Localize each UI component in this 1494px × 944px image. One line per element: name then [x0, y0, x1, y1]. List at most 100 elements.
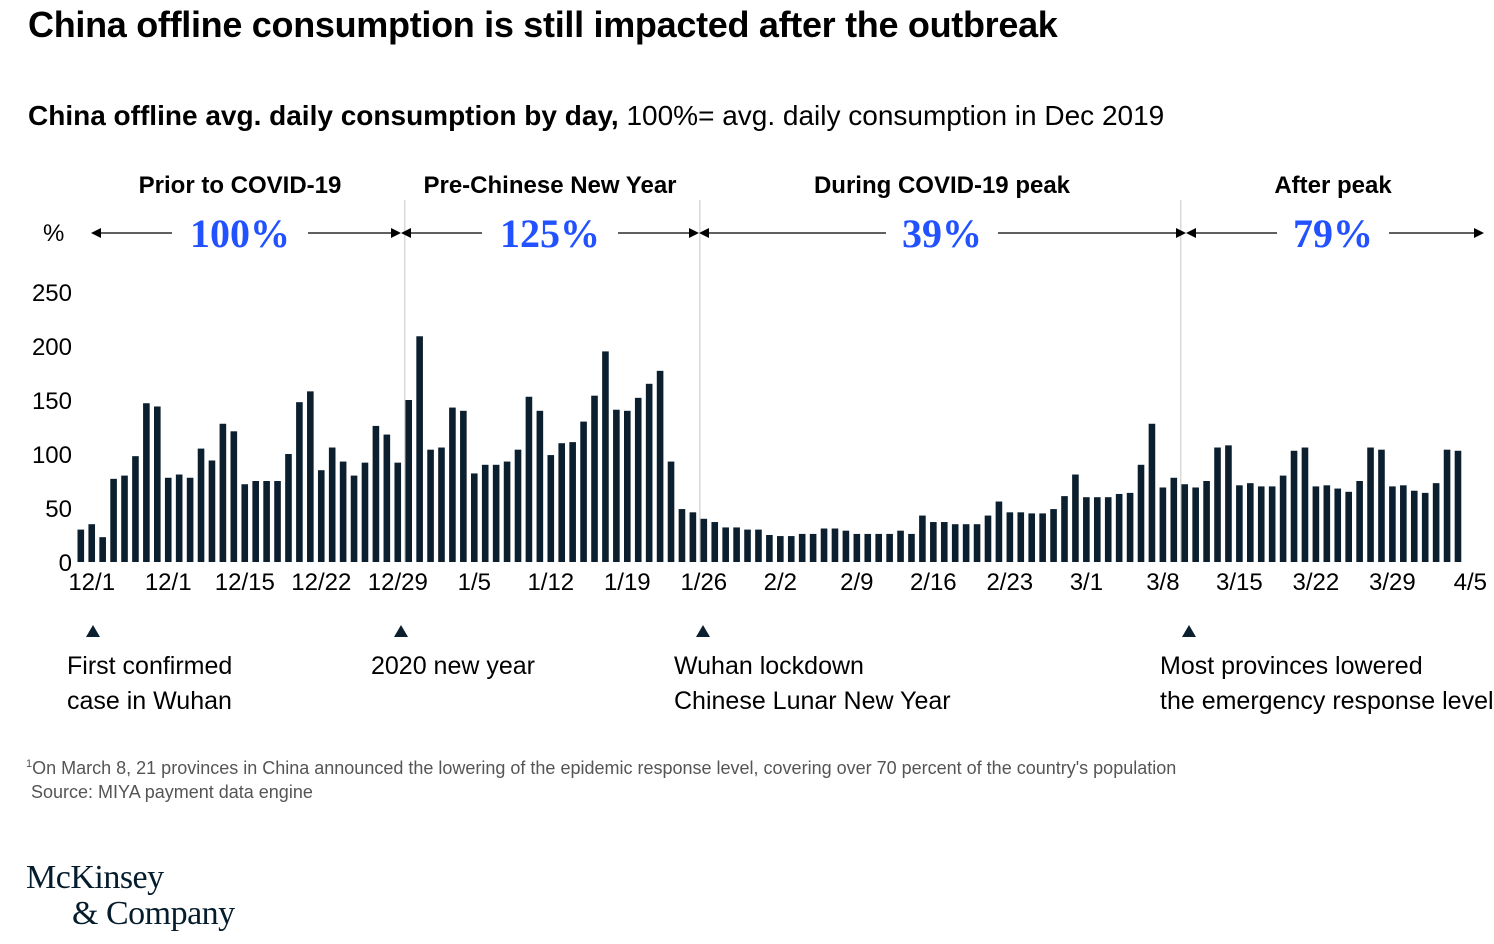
bar [1454, 450, 1462, 562]
phase-label: During COVID-19 peak [814, 172, 1071, 199]
triangle-marker-icon [394, 625, 408, 637]
bar [689, 512, 697, 562]
bar [744, 529, 751, 562]
bar [1192, 487, 1199, 562]
bar [481, 464, 489, 562]
triangle-marker-icon [1182, 625, 1196, 637]
x-tick-label: 3/29 [1369, 569, 1416, 596]
phase-headers: Prior to COVID-19 100% Pre-Chinese New Yea… [91, 172, 1484, 256]
bar [1214, 447, 1221, 562]
bar [1323, 485, 1331, 562]
bar [1247, 483, 1254, 562]
annotation-line: the emergency response level [1160, 687, 1494, 715]
footnote: 1On March 8, 21 provinces in China annou… [26, 758, 1176, 779]
bar [405, 400, 412, 562]
arrow-head-left-icon [401, 228, 411, 238]
bar [809, 533, 817, 562]
bar [667, 461, 675, 562]
bar [1236, 485, 1243, 562]
bar [766, 535, 773, 562]
x-tick-label: 12/15 [215, 569, 275, 596]
mckinsey-logo: McKinsey & Company [26, 860, 235, 932]
phase-label: Pre-Chinese New Year [423, 172, 676, 199]
bar [285, 454, 292, 562]
bar [1203, 481, 1210, 562]
bar [121, 475, 128, 562]
bar [591, 395, 598, 562]
footnote-text: On March 8, 21 provinces in China announ… [32, 758, 1177, 778]
triangle-marker-icon [696, 625, 710, 637]
bar [842, 530, 850, 562]
bar [1367, 447, 1374, 562]
bar [470, 473, 478, 562]
x-tick-label: 1/26 [680, 569, 727, 596]
bar [886, 533, 893, 562]
bar [175, 474, 183, 562]
bar [678, 509, 686, 562]
bar-series [77, 336, 1462, 562]
y-tick-label: 150 [32, 388, 72, 415]
x-tick-label: 2/23 [986, 569, 1033, 596]
bar [1257, 486, 1265, 562]
arrow-head-left-icon [1186, 228, 1196, 238]
bar [317, 470, 325, 562]
annotation-text: Wuhan lockdown [674, 652, 864, 680]
bar [164, 477, 172, 562]
x-tick-label: 12/22 [291, 569, 351, 596]
bar [197, 448, 205, 562]
footnote-marker: 1 [26, 758, 33, 770]
bar [99, 537, 106, 562]
y-axis-unit-label: % [43, 220, 64, 247]
bar [88, 524, 96, 562]
bar-chart: Prior to COVID-19 100% Pre-Chinese New Yea… [32, 172, 1494, 715]
bar [438, 447, 445, 562]
bar [1378, 449, 1385, 562]
bar [514, 449, 522, 562]
y-tick-label: 100 [32, 442, 72, 469]
arrow-head-right-icon [1176, 228, 1186, 238]
bar [700, 518, 708, 562]
bar [383, 434, 391, 562]
bar [1421, 492, 1429, 562]
bar [449, 407, 456, 562]
phase-value: 39% [902, 211, 982, 256]
phase-value: 79% [1293, 211, 1373, 256]
bar [143, 403, 150, 562]
chart-title: China offline consumption is still impac… [28, 4, 1058, 45]
bar [296, 402, 303, 562]
x-tick-label: 12/29 [368, 569, 428, 596]
bar [132, 456, 139, 562]
bar [274, 481, 281, 562]
bar [1400, 485, 1407, 562]
bar [930, 522, 937, 562]
x-tick-label: 3/15 [1216, 569, 1263, 596]
arrow-head-right-icon [391, 228, 401, 238]
arrow-head-right-icon [1474, 228, 1484, 238]
bar [110, 478, 117, 562]
annotation-text: 2020 new year [371, 652, 535, 680]
annotation-text: Chinese Lunar New Year [674, 687, 951, 715]
phase-label: Prior to COVID-19 [139, 172, 342, 199]
annotation-line: case in Wuhan [67, 687, 232, 715]
x-tick-label: 12/1 [68, 569, 115, 596]
bar [230, 431, 238, 562]
bar [1279, 475, 1287, 562]
annotation-text: First confirmed [67, 652, 232, 680]
x-tick-label: 1/5 [458, 569, 491, 596]
bar [1225, 445, 1232, 562]
bar [1268, 486, 1276, 562]
x-tick-label: 1/19 [604, 569, 651, 596]
x-tick-label: 2/9 [840, 569, 873, 596]
bar [503, 461, 511, 562]
bar [853, 533, 861, 562]
bar [1410, 490, 1418, 562]
bar [820, 528, 828, 562]
annotation-line: Wuhan lockdown [674, 652, 864, 680]
bar [831, 528, 839, 562]
x-tick-label: 12/1 [145, 569, 192, 596]
bar [973, 524, 981, 562]
x-axis: 12/1 12/1 12/15 12/22 12/29 1/5 1/12 1/19 1/26 2/… [68, 569, 1487, 596]
bar [634, 397, 642, 562]
bar [1181, 484, 1189, 562]
y-tick-label: 250 [32, 280, 72, 307]
